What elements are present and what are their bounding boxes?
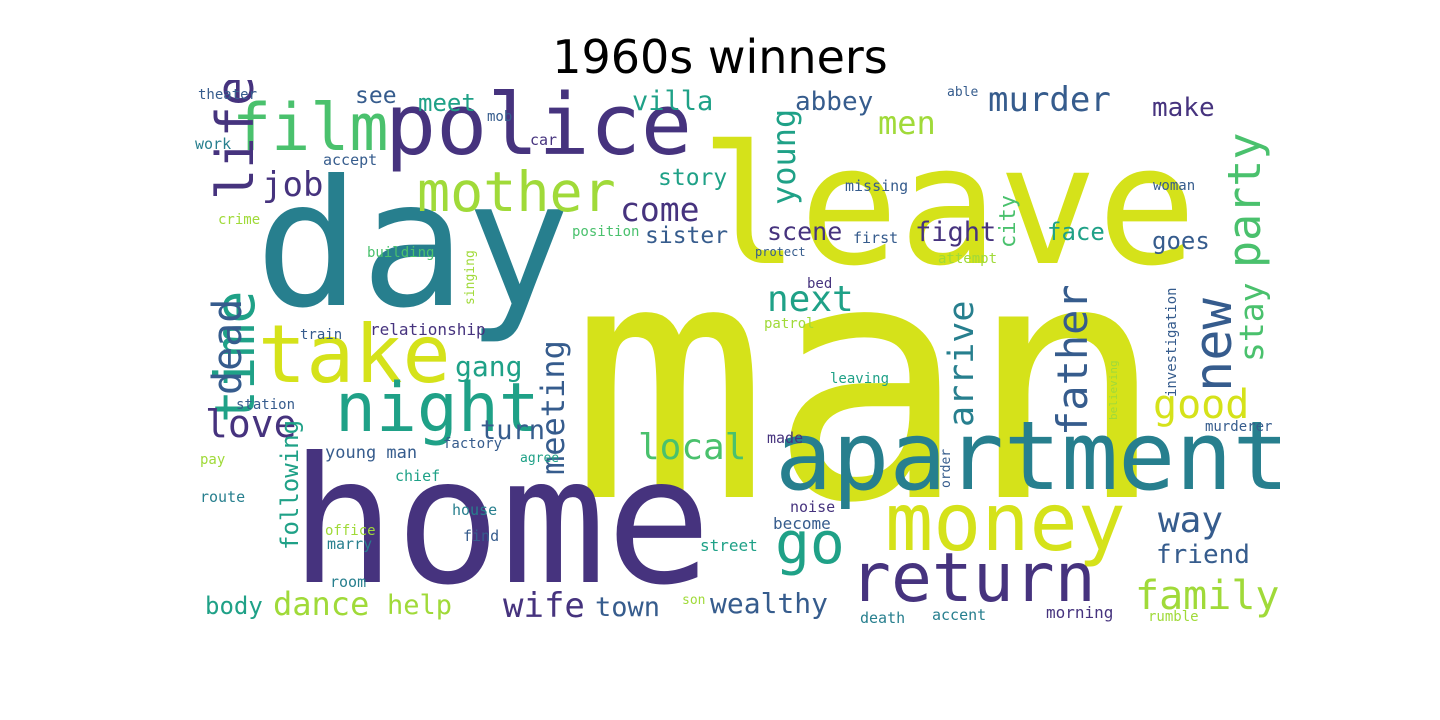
word-gang: gang bbox=[455, 350, 523, 383]
word-friend: friend bbox=[1156, 540, 1250, 570]
word-dead: dead bbox=[205, 298, 251, 395]
word-believing: believing bbox=[1107, 360, 1120, 420]
word-work: work bbox=[195, 135, 232, 153]
word-room: room bbox=[330, 573, 367, 591]
word-come: come bbox=[620, 190, 700, 229]
word-scene: scene bbox=[767, 217, 843, 246]
word-accent: accent bbox=[932, 606, 987, 624]
word-street: street bbox=[700, 536, 758, 555]
word-noise: noise bbox=[790, 498, 836, 516]
word-become: become bbox=[773, 514, 831, 533]
word-return: return bbox=[850, 539, 1096, 618]
word-home: home bbox=[290, 421, 712, 624]
word-following: following bbox=[276, 419, 304, 550]
word-relationship: relationship bbox=[370, 320, 486, 339]
word-young: young bbox=[765, 108, 803, 205]
word-city: city bbox=[996, 195, 1021, 248]
word-stay: stay bbox=[1232, 282, 1271, 362]
word-wealthy: wealthy bbox=[710, 587, 829, 620]
word-house: house bbox=[452, 501, 498, 519]
word-patrol: patrol bbox=[764, 316, 815, 332]
word-turn: turn bbox=[480, 415, 546, 446]
word-missing: missing bbox=[845, 177, 909, 195]
word-investigation: investigation bbox=[1164, 287, 1180, 397]
word-police: police bbox=[385, 80, 693, 175]
word-route: route bbox=[200, 488, 246, 506]
word-mother: mother bbox=[417, 160, 616, 224]
word-office: office bbox=[325, 523, 376, 539]
word-morning: morning bbox=[1046, 603, 1114, 622]
word-arrive: arrive bbox=[942, 300, 982, 427]
word-next: next bbox=[767, 279, 854, 320]
word-leaving: leaving bbox=[830, 371, 890, 387]
word-local: local bbox=[638, 427, 747, 468]
word-murderer: murderer bbox=[1205, 419, 1273, 435]
word-money: money bbox=[885, 476, 1126, 569]
word-pay: pay bbox=[200, 452, 226, 468]
word-town: town bbox=[595, 592, 661, 623]
word-bed: bed bbox=[807, 276, 833, 292]
word-chief: chief bbox=[395, 467, 441, 485]
word-death: death bbox=[860, 609, 906, 627]
word-wife: wife bbox=[503, 586, 585, 626]
word-apartment: apartment bbox=[775, 402, 1280, 512]
word-go: go bbox=[775, 509, 845, 577]
word-father: father bbox=[1048, 284, 1097, 436]
word-accept: accept bbox=[323, 151, 378, 169]
word-men: men bbox=[878, 104, 936, 142]
word-see: see bbox=[355, 83, 397, 109]
word-position: position bbox=[572, 224, 640, 240]
word-find: find bbox=[463, 527, 500, 545]
word-party: party bbox=[1218, 132, 1271, 268]
word-goes: goes bbox=[1152, 227, 1210, 255]
word-murder: murder bbox=[988, 80, 1111, 120]
word-first: first bbox=[853, 229, 899, 247]
word-train: train bbox=[300, 327, 343, 343]
word-station: station bbox=[236, 397, 296, 413]
word-job: job bbox=[262, 165, 324, 205]
word-car: car bbox=[530, 131, 558, 149]
word-body: body bbox=[205, 592, 263, 620]
word-agree: agree bbox=[520, 451, 560, 466]
word-help: help bbox=[387, 590, 453, 621]
word-singing: singing bbox=[463, 250, 478, 305]
word-young-man: young man bbox=[325, 443, 418, 463]
word-marry: marry bbox=[327, 535, 373, 553]
word-cloud: man leave home day police apartment money take n… bbox=[190, 80, 1280, 630]
word-fight: fight bbox=[915, 217, 997, 248]
word-building: building bbox=[367, 245, 435, 261]
word-made: made bbox=[767, 429, 804, 447]
word-love: love bbox=[205, 402, 297, 446]
word-day: day bbox=[255, 144, 572, 347]
word-son: son bbox=[682, 593, 706, 608]
word-story: story bbox=[658, 165, 728, 191]
word-order: order bbox=[939, 448, 954, 488]
word-way: way bbox=[1158, 500, 1224, 541]
word-film: film bbox=[232, 91, 389, 166]
word-dance: dance bbox=[273, 585, 370, 623]
word-leave: leave bbox=[700, 110, 1197, 302]
word-man: man bbox=[570, 191, 1167, 575]
word-take: take bbox=[258, 308, 451, 401]
word-factory: factory bbox=[443, 436, 503, 452]
word-woman: woman bbox=[1153, 178, 1196, 194]
word-family: family bbox=[1135, 573, 1280, 619]
word-night: night bbox=[335, 369, 540, 448]
word-sister: sister bbox=[645, 223, 729, 249]
word-crime: crime bbox=[218, 212, 261, 228]
word-theater: theater bbox=[198, 87, 258, 103]
word-face: face bbox=[1047, 218, 1105, 246]
word-meet: meet bbox=[418, 89, 476, 117]
figure-title: 1960s winners bbox=[552, 30, 888, 84]
word-protect: protect bbox=[755, 245, 806, 259]
word-make: make bbox=[1152, 93, 1215, 123]
word-rumble: rumble bbox=[1148, 609, 1199, 625]
word-good: good bbox=[1153, 382, 1250, 428]
word-mob: mob bbox=[487, 109, 513, 125]
word-abbey: abbey bbox=[795, 87, 874, 117]
word-attempt: attempt bbox=[938, 251, 998, 267]
word-able: able bbox=[947, 85, 979, 100]
word-villa: villa bbox=[632, 86, 714, 117]
